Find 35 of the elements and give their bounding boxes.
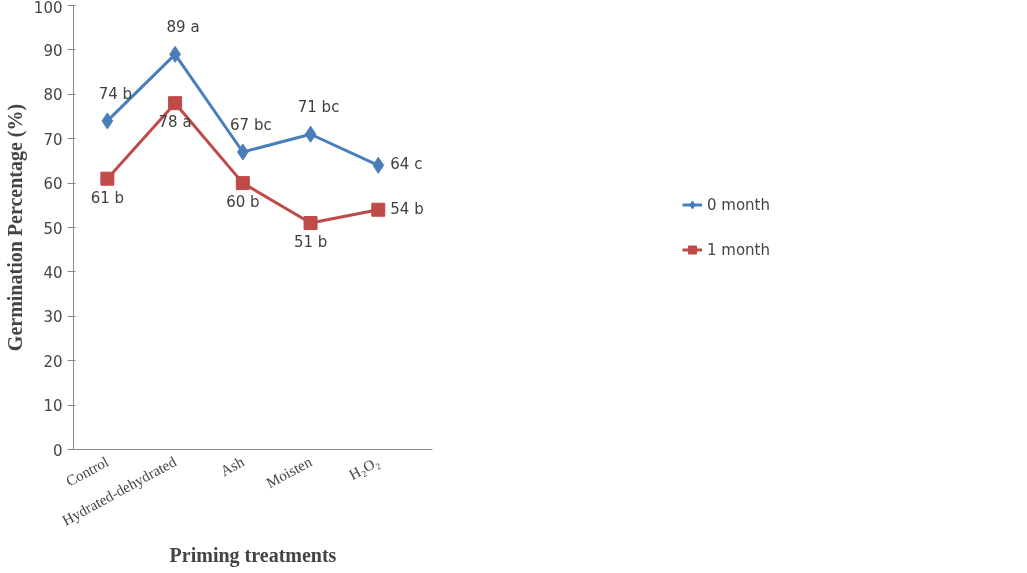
y-tick-label: 100 [33, 0, 63, 17]
y-tick-label: 50 [43, 219, 63, 238]
x-tick-label: H₂O₂ [346, 453, 383, 483]
data-label: 61 b [90, 188, 125, 207]
data-label: 78 a [158, 113, 192, 132]
y-tick-label: 70 [43, 130, 63, 149]
data-label: 54 b [390, 199, 424, 218]
y-tick-label: 60 [43, 175, 63, 194]
point [371, 202, 386, 217]
data-label: 89 a [166, 18, 200, 37]
point [101, 112, 114, 130]
point [372, 156, 385, 174]
y-tick-label: 10 [43, 397, 63, 416]
data-label: 67 bc [230, 116, 272, 135]
data-label: 74 b [98, 84, 133, 103]
point [235, 176, 250, 191]
data-label: 51 b [293, 233, 328, 252]
y-tick-label: 30 [43, 308, 63, 327]
x-axis-title: Priming treatments [169, 543, 337, 567]
point [303, 216, 318, 231]
data-label: 60 b [226, 193, 260, 212]
y-tick-label: 0 [52, 441, 63, 460]
x-tick-label: Ash [217, 453, 248, 480]
y-tick-label: 20 [43, 352, 63, 371]
y-tick-label: 40 [43, 263, 63, 282]
y-axis-title: Germination Percentage (%) [3, 103, 27, 352]
point [168, 96, 183, 111]
y-tick-label: 80 [43, 86, 63, 105]
legend-label: 1 month [707, 240, 770, 259]
data-label: 71 bc [297, 98, 340, 117]
point [304, 125, 317, 143]
y-tick-label: 90 [43, 41, 63, 60]
data-label: 64 c [390, 155, 423, 174]
legend-label: 0 month [707, 195, 770, 214]
point [100, 171, 115, 186]
